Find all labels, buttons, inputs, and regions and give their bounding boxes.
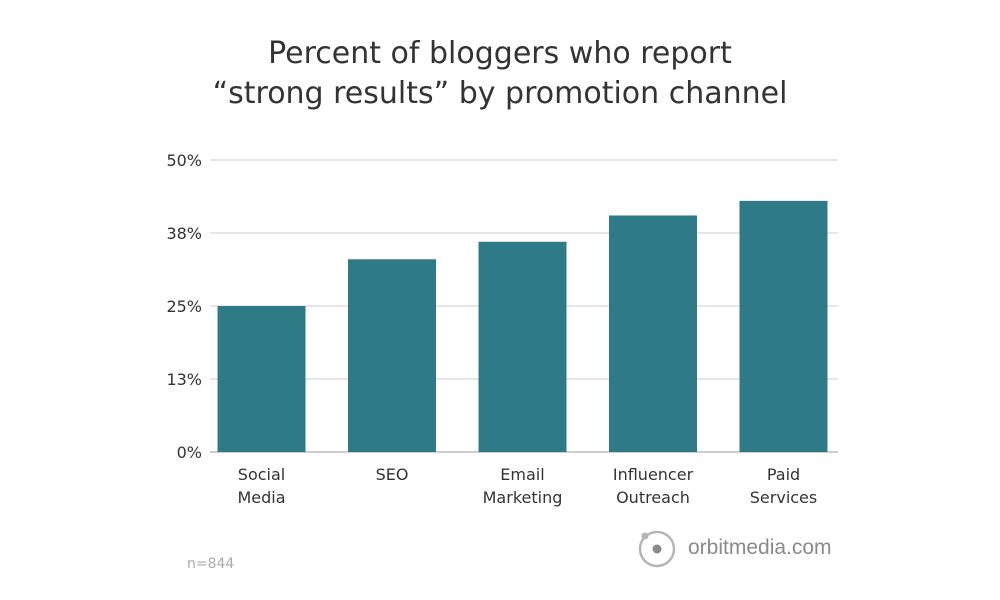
x-category-label: Marketing — [483, 488, 563, 507]
x-category-label: Paid — [767, 465, 800, 484]
chart-title: Percent of bloggers who report “strong r… — [0, 34, 1000, 114]
bar — [739, 200, 828, 452]
y-tick-label: 25% — [166, 297, 202, 316]
x-category-label: SEO — [376, 465, 409, 484]
bar — [478, 241, 567, 452]
bar — [348, 259, 436, 452]
x-category-label: Media — [237, 488, 285, 507]
orbitmedia-logo: orbitmedia.com — [636, 528, 832, 568]
x-category-label: Influencer — [613, 465, 694, 484]
bar — [217, 306, 306, 452]
y-tick-label: 50% — [166, 151, 202, 170]
logo-text: orbitmedia.com — [688, 536, 832, 559]
x-category-label: Email — [500, 465, 544, 484]
orbit-logo-icon — [638, 530, 676, 568]
y-tick-label: 0% — [177, 443, 202, 462]
chart-title-line-1: Percent of bloggers who report — [268, 36, 732, 71]
sample-size-note: n=844 — [187, 556, 235, 572]
x-category-label: Services — [750, 488, 817, 507]
y-tick-label: 38% — [166, 224, 202, 243]
x-category-label: Social — [238, 465, 285, 484]
y-tick-label: 13% — [166, 370, 202, 389]
x-category-label: Outreach — [616, 488, 690, 507]
bar — [609, 215, 697, 452]
chart-title-line-2: “strong results” by promotion channel — [212, 76, 788, 111]
